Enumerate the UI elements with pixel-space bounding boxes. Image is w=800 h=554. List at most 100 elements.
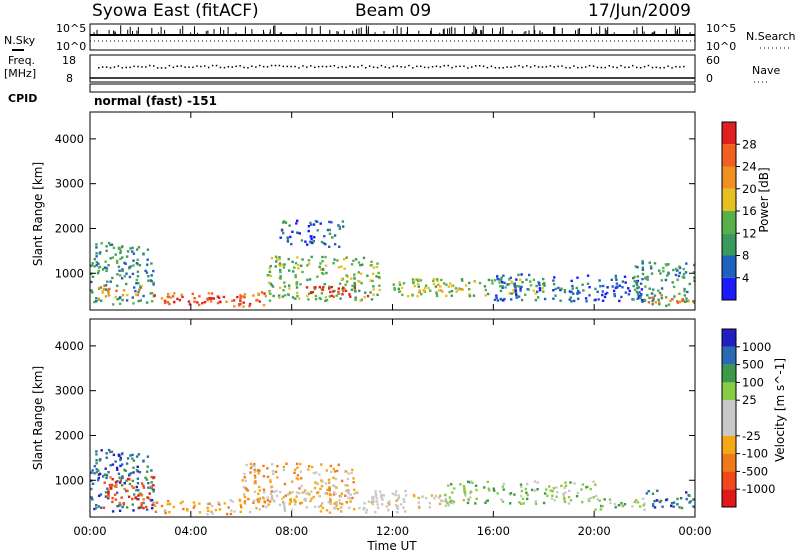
data-cell xyxy=(551,494,554,497)
data-cell xyxy=(138,288,141,291)
data-cell xyxy=(344,484,347,487)
data-cell xyxy=(129,454,132,457)
data-cell xyxy=(309,499,312,503)
data-cell xyxy=(372,293,375,296)
data-cell xyxy=(508,292,511,295)
data-cell xyxy=(208,296,211,300)
data-cell xyxy=(101,475,105,478)
data-cell xyxy=(295,222,298,225)
data-cell xyxy=(119,274,122,277)
data-cell xyxy=(370,298,374,301)
data-cell xyxy=(108,287,111,291)
data-cell xyxy=(238,304,241,307)
data-cell xyxy=(387,509,390,512)
data-cell xyxy=(121,475,124,478)
data-cell xyxy=(283,506,286,509)
data-cell xyxy=(282,289,285,292)
data-cell xyxy=(363,296,366,299)
data-cell xyxy=(279,270,282,274)
data-cell xyxy=(173,292,176,295)
noise-top-tick-right: 10^5 xyxy=(706,22,736,35)
data-cell xyxy=(97,297,101,300)
data-cell xyxy=(340,510,343,513)
data-cell xyxy=(678,271,681,275)
data-cell xyxy=(464,284,468,287)
data-cell xyxy=(639,505,642,508)
freq-point xyxy=(321,65,324,68)
data-cell xyxy=(147,486,150,489)
data-cell xyxy=(262,496,265,500)
data-cell xyxy=(136,270,140,273)
data-cell xyxy=(328,511,332,514)
freq-point xyxy=(204,65,206,67)
data-cell xyxy=(91,482,95,485)
data-cell xyxy=(439,494,442,497)
data-cell xyxy=(608,498,612,501)
data-cell xyxy=(219,300,222,304)
data-cell xyxy=(107,491,110,494)
data-cell xyxy=(132,259,135,262)
data-cell xyxy=(93,258,96,261)
nave-label: Nave xyxy=(752,64,780,77)
data-cell xyxy=(132,264,135,267)
data-cell xyxy=(367,500,371,503)
data-cell xyxy=(338,282,342,285)
data-cell xyxy=(253,463,256,466)
data-cell xyxy=(262,464,265,468)
data-cell xyxy=(469,496,472,499)
data-cell xyxy=(258,497,261,500)
freq-point xyxy=(223,66,226,69)
data-cell xyxy=(142,460,145,463)
data-cell xyxy=(107,489,110,493)
data-cell xyxy=(324,299,327,302)
data-cell xyxy=(340,492,343,495)
data-cell xyxy=(138,264,142,267)
data-cell xyxy=(576,292,579,295)
data-cell xyxy=(216,295,220,298)
data-cell xyxy=(117,472,121,475)
noise-trace xyxy=(90,25,695,42)
data-cell xyxy=(282,465,285,469)
freq-point xyxy=(368,65,371,67)
data-cell xyxy=(105,474,109,477)
data-cell xyxy=(229,512,233,516)
data-cell xyxy=(297,267,300,270)
data-cell xyxy=(393,288,396,291)
data-cell xyxy=(118,302,122,305)
data-cell xyxy=(116,261,119,264)
data-cell xyxy=(271,463,274,466)
data-cell xyxy=(338,245,341,248)
data-cell xyxy=(514,286,517,289)
freq-point xyxy=(192,66,194,69)
data-cell xyxy=(111,478,114,481)
data-cell xyxy=(571,287,574,290)
data-cell xyxy=(275,258,279,261)
data-cell xyxy=(559,288,562,292)
data-cell xyxy=(263,491,266,494)
data-cell xyxy=(509,492,513,495)
data-cell xyxy=(324,255,327,259)
data-cell xyxy=(543,492,547,495)
data-cell xyxy=(517,285,521,288)
data-cell xyxy=(357,271,360,274)
data-cell xyxy=(336,507,340,511)
data-cell xyxy=(402,498,405,501)
freq-point xyxy=(553,66,555,68)
data-cell xyxy=(493,298,497,301)
data-cell xyxy=(137,299,140,303)
data-cell xyxy=(420,293,423,296)
data-cell xyxy=(106,487,109,490)
data-cell xyxy=(291,296,295,299)
data-cell xyxy=(114,295,117,299)
data-cell xyxy=(660,297,664,300)
data-cell xyxy=(107,290,110,293)
freq-point xyxy=(624,66,626,69)
freq-point xyxy=(679,66,681,68)
freq-point xyxy=(467,67,469,69)
data-cell xyxy=(327,500,330,504)
data-cell xyxy=(239,299,242,302)
data-cell xyxy=(453,487,456,490)
data-cell xyxy=(267,503,270,506)
data-cell xyxy=(278,258,281,261)
data-cell xyxy=(380,494,383,497)
